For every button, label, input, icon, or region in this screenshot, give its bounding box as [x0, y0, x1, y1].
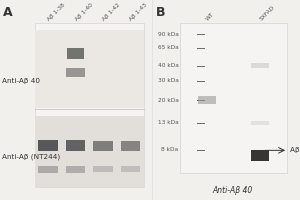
- Bar: [34, 116, 144, 187]
- Bar: [180, 23, 286, 173]
- Text: A: A: [3, 6, 13, 19]
- Bar: [251, 63, 269, 68]
- Text: 20 kDa: 20 kDa: [158, 98, 178, 103]
- Bar: [121, 166, 140, 172]
- Bar: [66, 140, 85, 151]
- Text: B: B: [156, 6, 166, 19]
- Text: 90 kDa: 90 kDa: [158, 32, 178, 37]
- Bar: [38, 140, 58, 151]
- Bar: [38, 166, 58, 173]
- Text: Aβ 40: Aβ 40: [290, 147, 300, 153]
- Text: Aβ 1-42: Aβ 1-42: [101, 2, 121, 22]
- Bar: [93, 141, 113, 151]
- Bar: [121, 141, 140, 151]
- Text: Anti-Aβ 40: Anti-Aβ 40: [2, 78, 40, 84]
- Text: Aβ 1-40: Aβ 1-40: [74, 2, 94, 22]
- Text: 8 kDa: 8 kDa: [161, 147, 178, 152]
- Bar: [251, 121, 269, 125]
- Text: Aβ 1-43: Aβ 1-43: [129, 2, 148, 22]
- Bar: [66, 68, 85, 77]
- Text: Aβ 1-38: Aβ 1-38: [47, 2, 66, 22]
- Text: 30 kDa: 30 kDa: [158, 78, 178, 83]
- Bar: [93, 166, 113, 172]
- Text: 13 kDa: 13 kDa: [158, 120, 178, 125]
- Text: 5XFAD: 5XFAD: [258, 5, 275, 22]
- Bar: [66, 166, 85, 173]
- Bar: [198, 96, 216, 104]
- Text: WT: WT: [205, 12, 215, 22]
- Text: Anti-Aβ (NT244): Anti-Aβ (NT244): [2, 154, 60, 160]
- Text: 40 kDa: 40 kDa: [158, 63, 178, 68]
- Bar: [251, 150, 269, 161]
- Text: 65 kDa: 65 kDa: [158, 45, 178, 50]
- Bar: [34, 30, 144, 108]
- Bar: [34, 23, 144, 187]
- Bar: [67, 48, 84, 59]
- Text: Anti-Aβ 40: Anti-Aβ 40: [212, 186, 253, 195]
